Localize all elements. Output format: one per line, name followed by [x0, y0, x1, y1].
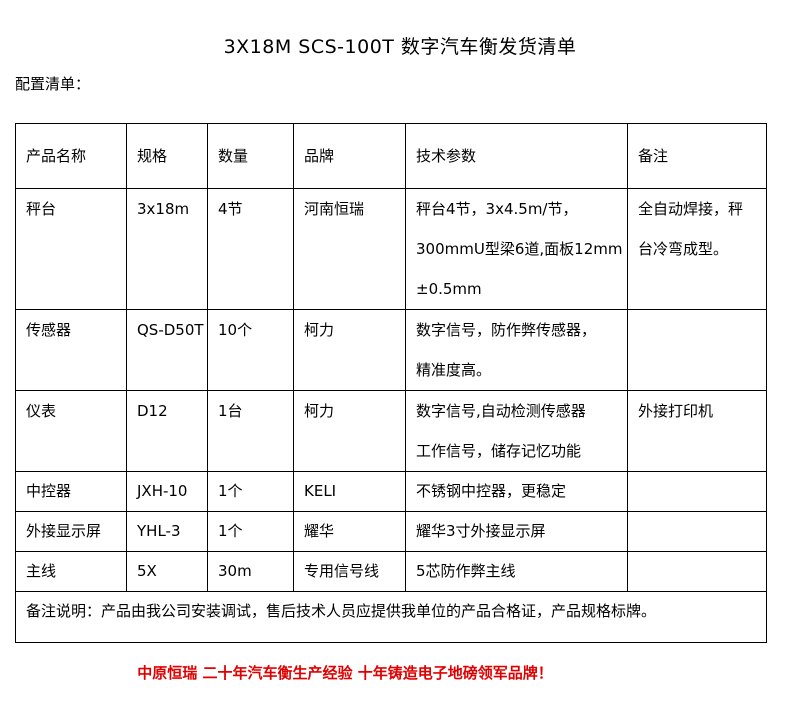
- header-cell: 数量: [207, 123, 294, 189]
- cell-line: 5芯防作弊主线: [416, 562, 516, 580]
- quantity-cell: 10个: [207, 309, 294, 391]
- quantity-cell: 30m: [207, 551, 294, 592]
- remark-cell: [627, 551, 767, 592]
- remark-cell: 全自动焊接，秤 台冷弯成型。: [627, 188, 767, 310]
- company-slogan: 中原恒瑞 二十年汽车衡生产经验 十年铸造电子地磅领军品牌！: [137, 664, 553, 682]
- cell-line: 外接打印机: [638, 402, 714, 420]
- table-header-row: 产品名称 规格 数量 品牌 技术参数 备注: [15, 123, 767, 189]
- product-name-cell: 秤台: [15, 188, 127, 310]
- spec-cell: QS-D50T: [126, 309, 208, 391]
- product-name-cell: 主线: [15, 551, 127, 592]
- spec-cell: YHL-3: [126, 511, 208, 552]
- table-row: 中控器 JXH-10 1个 KELI 不锈钢中控器，更稳定: [15, 471, 767, 512]
- brand-cell: 河南恒瑞: [293, 188, 406, 310]
- remark-cell: [627, 309, 767, 391]
- brand-cell: 耀华: [293, 511, 406, 552]
- spec-cell: 3x18m: [126, 188, 208, 310]
- tech-params-cell: 数字信号，防作弊传感器， 精准度高。: [405, 309, 628, 391]
- cell-line: 数字信号，防作弊传感器，: [416, 321, 597, 339]
- header-cell: 品牌: [293, 123, 406, 189]
- table-row: 主线 5X 30m 专用信号线 5芯防作弊主线: [15, 551, 767, 592]
- table-row: 仪表 D12 1台 柯力 数字信号,自动检测传感器 工作信号，储存记忆功能 外接打印机: [15, 390, 767, 472]
- quantity-cell: 1个: [207, 511, 294, 552]
- product-name-cell: 外接显示屏: [15, 511, 127, 552]
- config-list-label: 配置清单：: [15, 75, 91, 93]
- header-cell: 产品名称: [15, 123, 127, 189]
- table-row: 传感器 QS-D50T 10个 柯力 数字信号，防作弊传感器， 精准度高。: [15, 309, 767, 391]
- quantity-cell: 1台: [207, 390, 294, 472]
- cell-line: 全自动焊接，秤: [638, 200, 744, 218]
- quantity-cell: 4节: [207, 188, 294, 310]
- brand-cell: 柯力: [293, 390, 406, 472]
- quantity-cell: 1个: [207, 471, 294, 512]
- header-cell: 备注: [627, 123, 767, 189]
- cell-line: 精准度高。: [416, 361, 492, 379]
- cell-line: 工作信号，储存记忆功能: [416, 442, 582, 460]
- cell-line: 耀华3寸外接显示屏: [416, 522, 546, 540]
- tech-params-cell: 秤台4节，3x4.5m/节， 300mmU型梁6道,面板12mm ±0.5mm: [405, 188, 628, 310]
- cell-line: 秤台4节，3x4.5m/节，: [416, 200, 578, 218]
- header-cell: 技术参数: [405, 123, 628, 189]
- remark-cell: [627, 511, 767, 552]
- cell-line: 不锈钢中控器，更稳定: [416, 482, 567, 500]
- tech-params-cell: 耀华3寸外接显示屏: [405, 511, 628, 552]
- tech-params-cell: 5芯防作弊主线: [405, 551, 628, 592]
- spec-cell: D12: [126, 390, 208, 472]
- spec-cell: JXH-10: [126, 471, 208, 512]
- table-row: 秤台 3x18m 4节 河南恒瑞 秤台4节，3x4.5m/节， 300mmU型梁6道,面板…: [15, 188, 767, 310]
- tech-params-cell: 不锈钢中控器，更稳定: [405, 471, 628, 512]
- cell-line: 台冷弯成型。: [638, 240, 729, 258]
- brand-cell: 专用信号线: [293, 551, 406, 592]
- product-name-cell: 仪表: [15, 390, 127, 472]
- cell-line: 数字信号,自动检测传感器: [416, 402, 586, 420]
- brand-cell: KELI: [293, 471, 406, 512]
- brand-cell: 柯力: [293, 309, 406, 391]
- remark-cell: [627, 471, 767, 512]
- document-title: 3X18M SCS-100T 数字汽车衡发货清单: [223, 36, 577, 58]
- tech-params-cell: 数字信号,自动检测传感器 工作信号，储存记忆功能: [405, 390, 628, 472]
- table-row: 外接显示屏 YHL-3 1个 耀华 耀华3寸外接显示屏: [15, 511, 767, 552]
- spec-cell: 5X: [126, 551, 208, 592]
- header-cell: 规格: [126, 123, 208, 189]
- product-name-cell: 传感器: [15, 309, 127, 391]
- product-name-cell: 中控器: [15, 471, 127, 512]
- remark-cell: 外接打印机: [627, 390, 767, 472]
- note-cell: 备注说明：产品由我公司安装调试，售后技术人员应提供我单位的产品合格证，产品规格标…: [15, 591, 767, 643]
- shipping-list-table: 产品名称 规格 数量 品牌 技术参数 备注 秤台 3x18m 4节 河南恒瑞 秤台4节，…: [15, 123, 767, 643]
- cell-line: ±0.5mm: [416, 280, 482, 298]
- note-row: 备注说明：产品由我公司安装调试，售后技术人员应提供我单位的产品合格证，产品规格标…: [15, 591, 767, 643]
- cell-line: 300mmU型梁6道,面板12mm: [416, 240, 623, 258]
